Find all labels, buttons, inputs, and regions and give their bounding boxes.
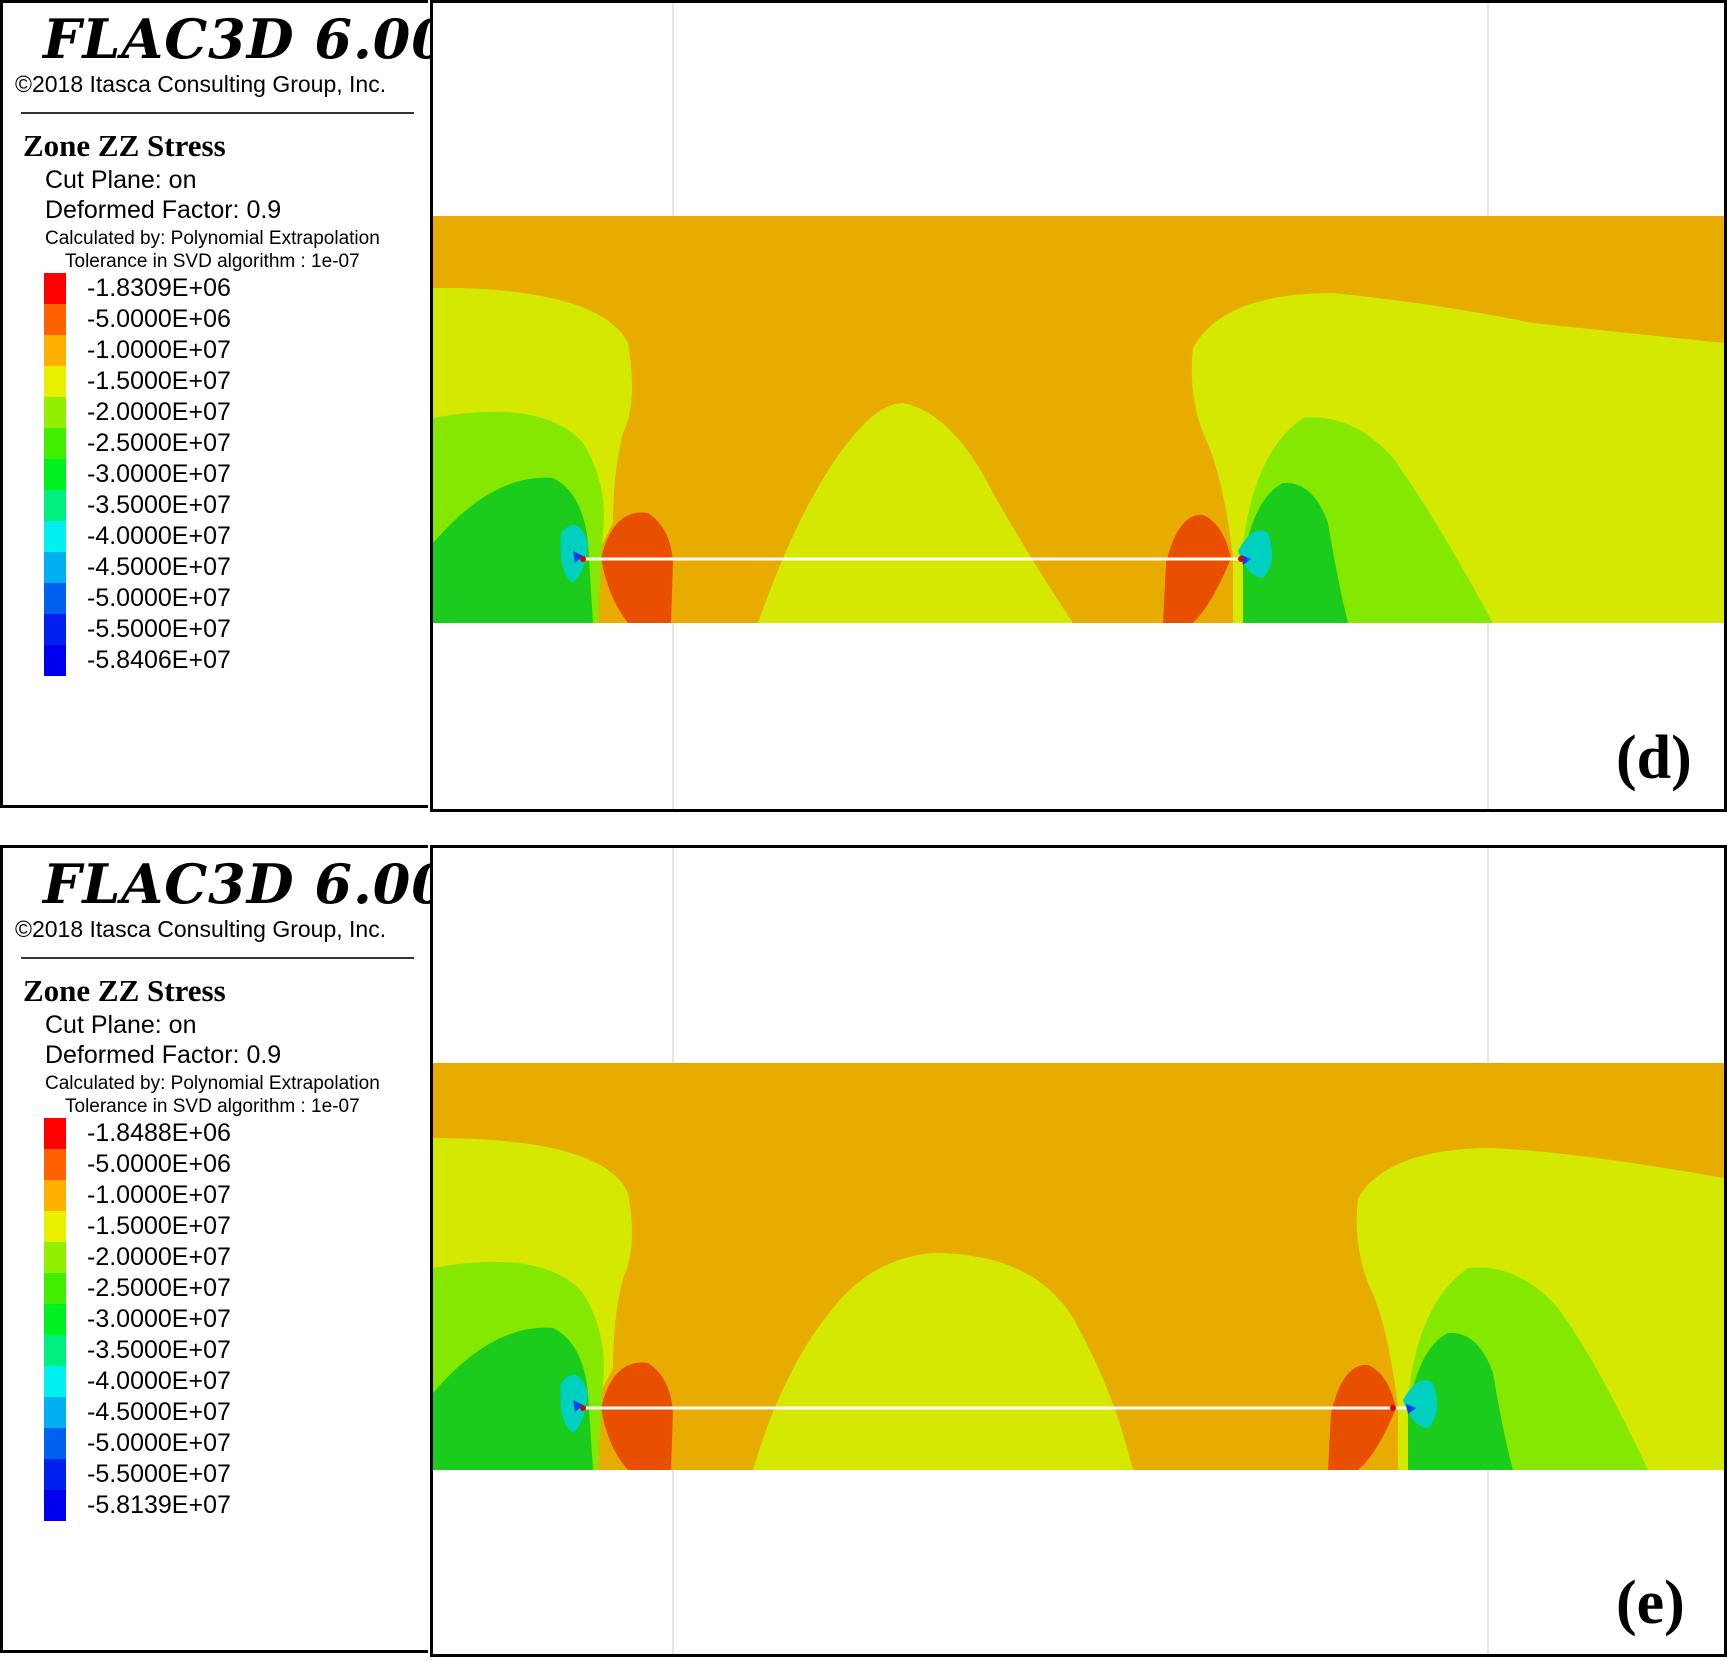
- legend-level: -5.0000E+07: [87, 1429, 231, 1457]
- legend-swatch: [44, 273, 66, 304]
- legend-level: -4.5000E+07: [87, 553, 231, 581]
- cut-plane-text: Cut Plane: on: [45, 1011, 197, 1039]
- app-title: FLAC3D 6.00: [43, 7, 450, 71]
- legend-swatch: [44, 490, 66, 521]
- legend-level: -5.0000E+06: [87, 1150, 231, 1178]
- legend-swatch: [44, 1118, 66, 1149]
- legend-swatch: [44, 1397, 66, 1428]
- cut-plane-text: Cut Plane: on: [45, 166, 197, 194]
- legend-swatch: [44, 583, 66, 614]
- legend-swatch: [44, 1428, 66, 1459]
- legend-level: -1.0000E+07: [87, 1181, 231, 1209]
- legend-swatch: [44, 428, 66, 459]
- deformed-factor-text: Deformed Factor: 0.9: [45, 196, 282, 224]
- legend-level: -2.5000E+07: [87, 1274, 231, 1302]
- legend-level: -1.8488E+06: [87, 1119, 231, 1147]
- legend-panel: FLAC3D 6.00 ©2018 Itasca Consulting Grou…: [0, 845, 449, 1653]
- legend-level: -4.5000E+07: [87, 1398, 231, 1426]
- legend-level: -3.5000E+07: [87, 491, 231, 519]
- legend-level: -5.5000E+07: [87, 1460, 231, 1488]
- legend-level: -2.0000E+07: [87, 1243, 231, 1271]
- legend-level: -2.5000E+07: [87, 429, 231, 457]
- stress-contour-image: [433, 3, 1724, 809]
- legend-swatch: [44, 459, 66, 490]
- legend-panel: FLAC3D 6.00 ©2018 Itasca Consulting Grou…: [0, 0, 449, 808]
- legend-level: -3.0000E+07: [87, 1305, 231, 1333]
- legend-level: -1.8309E+06: [87, 274, 231, 302]
- legend-level: -5.8406E+07: [87, 646, 231, 674]
- legend-swatch: [44, 1366, 66, 1397]
- plot-title: Zone ZZ Stress: [23, 128, 226, 163]
- legend-swatch: [44, 1459, 66, 1490]
- panel-e: FLAC3D 6.00 ©2018 Itasca Consulting Grou…: [0, 845, 1727, 1657]
- legend-divider: [21, 112, 414, 114]
- legend-swatch: [44, 1273, 66, 1304]
- legend-swatch: [44, 1335, 66, 1366]
- app-title: FLAC3D 6.00: [43, 852, 450, 916]
- legend-level: -2.0000E+07: [87, 398, 231, 426]
- legend-level: -5.8139E+07: [87, 1491, 231, 1519]
- legend-swatch: [44, 521, 66, 552]
- legend-swatch: [44, 1490, 66, 1521]
- panel-label: (e): [1616, 1569, 1685, 1637]
- legend-level: -5.5000E+07: [87, 615, 231, 643]
- legend-swatch: [44, 335, 66, 366]
- panel-d: FLAC3D 6.00 ©2018 Itasca Consulting Grou…: [0, 0, 1727, 812]
- legend-swatch: [44, 397, 66, 428]
- legend-swatch: [44, 1304, 66, 1335]
- calculated-by-text: Calculated by: Polynomial Extrapolation: [45, 1073, 380, 1094]
- stress-contour-image: [433, 848, 1724, 1654]
- contour-plot: (e): [430, 845, 1727, 1657]
- tolerance-text: Tolerance in SVD algorithm : 1e-07: [65, 1096, 360, 1117]
- legend-level: -5.0000E+07: [87, 584, 231, 612]
- legend-divider: [21, 957, 414, 959]
- tolerance-text: Tolerance in SVD algorithm : 1e-07: [65, 251, 360, 272]
- plot-title: Zone ZZ Stress: [23, 973, 226, 1008]
- legend-level: -1.5000E+07: [87, 1212, 231, 1240]
- contour-plot: (d): [430, 0, 1727, 812]
- legend-level: -4.0000E+07: [87, 1367, 231, 1395]
- legend-level: -4.0000E+07: [87, 522, 231, 550]
- legend-level: -1.0000E+07: [87, 336, 231, 364]
- legend-swatch: [44, 304, 66, 335]
- legend-swatch: [44, 645, 66, 676]
- legend-swatch: [44, 1211, 66, 1242]
- legend-swatch: [44, 1242, 66, 1273]
- legend-swatch: [44, 366, 66, 397]
- legend-swatch: [44, 1180, 66, 1211]
- legend-level: -3.0000E+07: [87, 460, 231, 488]
- legend-swatch: [44, 552, 66, 583]
- legend-swatch: [44, 1149, 66, 1180]
- legend-level: -1.5000E+07: [87, 367, 231, 395]
- copyright-text: ©2018 Itasca Consulting Group, Inc.: [15, 916, 387, 942]
- legend-level: -3.5000E+07: [87, 1336, 231, 1364]
- deformed-factor-text: Deformed Factor: 0.9: [45, 1041, 282, 1069]
- calculated-by-text: Calculated by: Polynomial Extrapolation: [45, 228, 380, 249]
- legend-level: -5.0000E+06: [87, 305, 231, 333]
- legend-swatch: [44, 614, 66, 645]
- copyright-text: ©2018 Itasca Consulting Group, Inc.: [15, 71, 387, 97]
- panel-label: (d): [1616, 724, 1692, 792]
